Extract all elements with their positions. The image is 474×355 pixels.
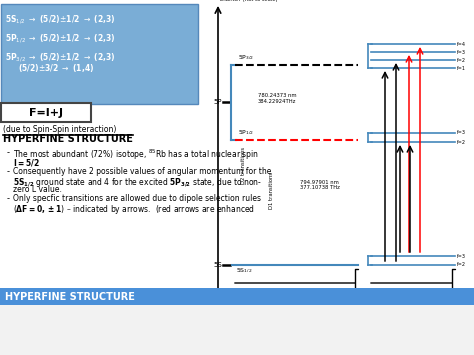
Text: -: - bbox=[7, 167, 10, 176]
FancyBboxPatch shape bbox=[1, 103, 91, 122]
Text: HYPERFINE STRUCTURE: HYPERFINE STRUCTURE bbox=[3, 134, 133, 144]
Text: f=2: f=2 bbox=[457, 58, 466, 62]
Text: -: - bbox=[7, 194, 10, 203]
Text: ENERGY (not to scale): ENERGY (not to scale) bbox=[220, 0, 278, 2]
Text: f=3: f=3 bbox=[457, 49, 466, 55]
Text: f=1: f=1 bbox=[457, 66, 466, 71]
Text: 5P$_{3/2}$: 5P$_{3/2}$ bbox=[238, 54, 254, 62]
Text: $\mathbf{I=5/2}$: $\mathbf{I=5/2}$ bbox=[13, 157, 40, 168]
Text: 5S$_{1/2}$ $\rightarrow$ (5/2)$\pm$1/2 $\rightarrow$ (2,3): 5S$_{1/2}$ $\rightarrow$ (5/2)$\pm$1/2 $… bbox=[5, 13, 115, 26]
Text: HYPERFINE STRUCTURE: HYPERFINE STRUCTURE bbox=[5, 291, 135, 301]
Text: Only specfic transitions are allowed due to dipole selection rules: Only specfic transitions are allowed due… bbox=[13, 194, 261, 203]
Text: 5P$_{1/2}$ $\rightarrow$ (5/2)$\pm$1/2 $\rightarrow$ (2,3): 5P$_{1/2}$ $\rightarrow$ (5/2)$\pm$1/2 $… bbox=[5, 32, 116, 45]
Text: ($\mathbf{\Delta F=0,\pm1}$) – indicated by arrows.  (red arrows are enhanced: ($\mathbf{\Delta F=0,\pm1}$) – indicated… bbox=[13, 203, 255, 216]
Text: -: - bbox=[7, 148, 10, 157]
Text: Consequently have 2 possible values of angular momentum for the: Consequently have 2 possible values of a… bbox=[13, 167, 272, 176]
Text: $\mathbf{5S_{1/2}}$ ground state and 4 for the excited $\mathbf{5P_{3/2}}$ state: $\mathbf{5S_{1/2}}$ ground state and 4 f… bbox=[13, 176, 262, 189]
Text: f=3: f=3 bbox=[457, 253, 466, 258]
Text: 5P$_{1/2}$: 5P$_{1/2}$ bbox=[238, 129, 254, 137]
Text: (due to Spin-Spin interaction): (due to Spin-Spin interaction) bbox=[3, 125, 117, 134]
Text: f=2: f=2 bbox=[457, 262, 466, 268]
FancyBboxPatch shape bbox=[1, 4, 198, 104]
Text: f=2: f=2 bbox=[457, 140, 466, 144]
Text: 5P: 5P bbox=[213, 99, 222, 105]
Text: FINE SPLITTING: FINE SPLITTING bbox=[274, 290, 316, 295]
Text: (5/2)$\pm$3/2 $\rightarrow$ (1,4): (5/2)$\pm$3/2 $\rightarrow$ (1,4) bbox=[18, 62, 94, 74]
Text: F=I+J: F=I+J bbox=[29, 108, 63, 118]
Text: D2 transitions: D2 transitions bbox=[241, 146, 246, 184]
Text: 5S$_{1/2}$: 5S$_{1/2}$ bbox=[236, 267, 253, 275]
Text: f=3: f=3 bbox=[457, 131, 466, 136]
Text: 5S: 5S bbox=[213, 262, 222, 268]
Text: HYPERFINE
SPLITTING: HYPERFINE SPLITTING bbox=[396, 288, 427, 299]
FancyBboxPatch shape bbox=[0, 288, 474, 305]
Text: f=4: f=4 bbox=[457, 42, 466, 47]
Text: 780.24373 nm
384.22924THz: 780.24373 nm 384.22924THz bbox=[258, 93, 297, 104]
Text: 5P$_{3/2}$ $\rightarrow$ (5/2)$\pm$1/2 $\rightarrow$ (2,3): 5P$_{3/2}$ $\rightarrow$ (5/2)$\pm$1/2 $… bbox=[5, 51, 116, 64]
Text: D1 transitions: D1 transitions bbox=[270, 171, 274, 208]
Text: 794.97901 nm
377.10738 THz: 794.97901 nm 377.10738 THz bbox=[300, 180, 340, 190]
FancyBboxPatch shape bbox=[0, 0, 474, 305]
Text: The most abundant (72%) isotope, $^{85}$Rb has a total nuclear spin: The most abundant (72%) isotope, $^{85}$… bbox=[13, 148, 259, 162]
Text: zero L value.: zero L value. bbox=[13, 185, 62, 194]
